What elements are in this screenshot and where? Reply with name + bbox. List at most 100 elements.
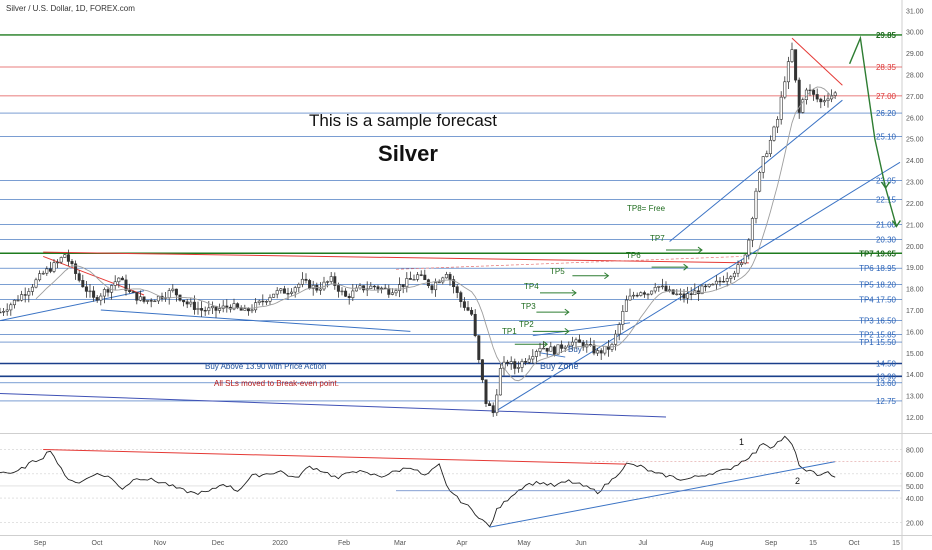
candle-body-190	[682, 293, 686, 299]
candle-body-70	[250, 309, 254, 312]
candle-body-85	[304, 278, 308, 281]
level-label-18: 13.60	[876, 379, 897, 388]
candle-body-153	[549, 346, 553, 352]
candle-body-82	[293, 287, 297, 293]
candle-body-65	[232, 303, 236, 310]
time-tick-6: Mar	[394, 540, 407, 547]
candle-body-143	[513, 361, 517, 369]
forecast-note: This is a sample forecast	[309, 111, 497, 130]
trendline-blue-early	[0, 290, 145, 322]
candle-body-159	[570, 341, 574, 346]
candle-body-3	[9, 304, 13, 311]
candle-body-29	[102, 289, 106, 297]
candle-body-35	[124, 279, 128, 291]
candle-body-2	[5, 309, 9, 312]
candle-body-59	[210, 306, 214, 309]
trendline-blue-small	[532, 322, 631, 337]
time-tick-13: 15	[809, 540, 817, 547]
candle-body-0	[0, 311, 2, 314]
time-tick-10: Jul	[639, 540, 648, 547]
candle-body-43	[153, 300, 157, 303]
candle-body-179	[642, 292, 646, 295]
candle-body-72	[257, 300, 261, 303]
candle-body-26	[92, 290, 96, 298]
level-label-14: TP2 15.85	[859, 331, 896, 340]
candle-body-61	[218, 308, 222, 311]
candle-body-154	[552, 346, 556, 355]
candle-body-33	[117, 277, 121, 283]
candle-body-216	[776, 119, 780, 128]
candle-body-41	[146, 300, 150, 302]
candle-body-101	[362, 285, 366, 291]
candle-body-152	[545, 347, 549, 352]
candle-body-158	[567, 344, 571, 348]
oscillator-line	[0, 435, 836, 528]
candle-body-79	[282, 288, 286, 294]
candle-body-15	[52, 262, 56, 272]
breakeven-note: All SLs moved to Break-even point.	[214, 379, 339, 388]
candle-body-148	[531, 356, 535, 360]
tp-arrowhead-1	[542, 340, 549, 348]
time-tick-5: Feb	[338, 540, 350, 547]
time-tick-14: Oct	[849, 540, 860, 547]
price-tick-18: 30.00	[906, 30, 924, 37]
candle-body-220	[790, 49, 794, 62]
price-tick-9: 21.00	[906, 222, 924, 229]
candle-body-95	[340, 290, 344, 293]
candle-body-53	[189, 301, 193, 305]
tp2-label: TP2	[519, 320, 534, 329]
level-label-11: TP5 18.20	[859, 280, 896, 289]
candle-body-217	[779, 96, 783, 120]
candle-body-125	[448, 274, 452, 280]
candle-body-206	[740, 262, 744, 265]
buy-zone-label: Buy Zone	[540, 361, 579, 371]
candle-body-55	[196, 308, 200, 310]
time-tick-15: 15	[892, 540, 900, 547]
price-tick-4: 16.00	[906, 329, 924, 336]
candle-body-149	[534, 351, 538, 357]
candle-body-76	[272, 293, 276, 298]
candle-body-57	[203, 309, 207, 312]
candle-body-155	[556, 344, 560, 355]
asset-title: Silver	[378, 141, 438, 166]
candle-body-137	[491, 405, 495, 414]
candle-body-185	[664, 285, 668, 292]
candle-body-134	[480, 359, 484, 381]
candle-body-87	[311, 284, 315, 289]
candle-body-167	[599, 350, 603, 354]
candle-body-189	[678, 293, 682, 296]
candle-body-117	[419, 274, 423, 276]
candle-body-16	[56, 261, 60, 264]
candle-body-205	[736, 264, 740, 274]
price-tick-8: 20.00	[906, 244, 924, 251]
candle-body-19	[66, 254, 70, 262]
candle-body-93	[333, 276, 337, 286]
level-label-1: 28.35	[876, 63, 897, 72]
osc-tick-2: 50.00	[906, 484, 924, 491]
price-tick-10: 22.00	[906, 201, 924, 208]
candle-body-172	[617, 324, 621, 335]
candle-body-90	[322, 281, 326, 290]
tp1-label: TP1	[502, 327, 517, 336]
candle-body-74	[264, 301, 268, 303]
candle-body-193	[693, 290, 697, 295]
candle-body-213	[765, 153, 769, 157]
level-label-13: TP3 16.50	[859, 317, 896, 326]
candle-body-187	[671, 289, 675, 295]
candle-body-1	[2, 311, 6, 313]
price-tick-2: 14.00	[906, 372, 924, 379]
level-label-15: TP1 15.50	[859, 338, 896, 347]
candle-body-226	[812, 89, 816, 95]
candle-body-54	[192, 301, 196, 310]
forecast-path	[848, 35, 898, 227]
osc-tick-0: 20.00	[906, 520, 924, 527]
price-tick-12: 24.00	[906, 158, 924, 165]
candle-body-174	[624, 299, 628, 312]
trendline-blue-low	[0, 392, 667, 418]
candle-body-230	[826, 98, 830, 101]
level-label-5: 23.05	[876, 176, 897, 185]
candle-body-210	[754, 190, 758, 219]
level-label-0: 29.85	[876, 31, 897, 40]
candle-body-214	[768, 139, 772, 155]
